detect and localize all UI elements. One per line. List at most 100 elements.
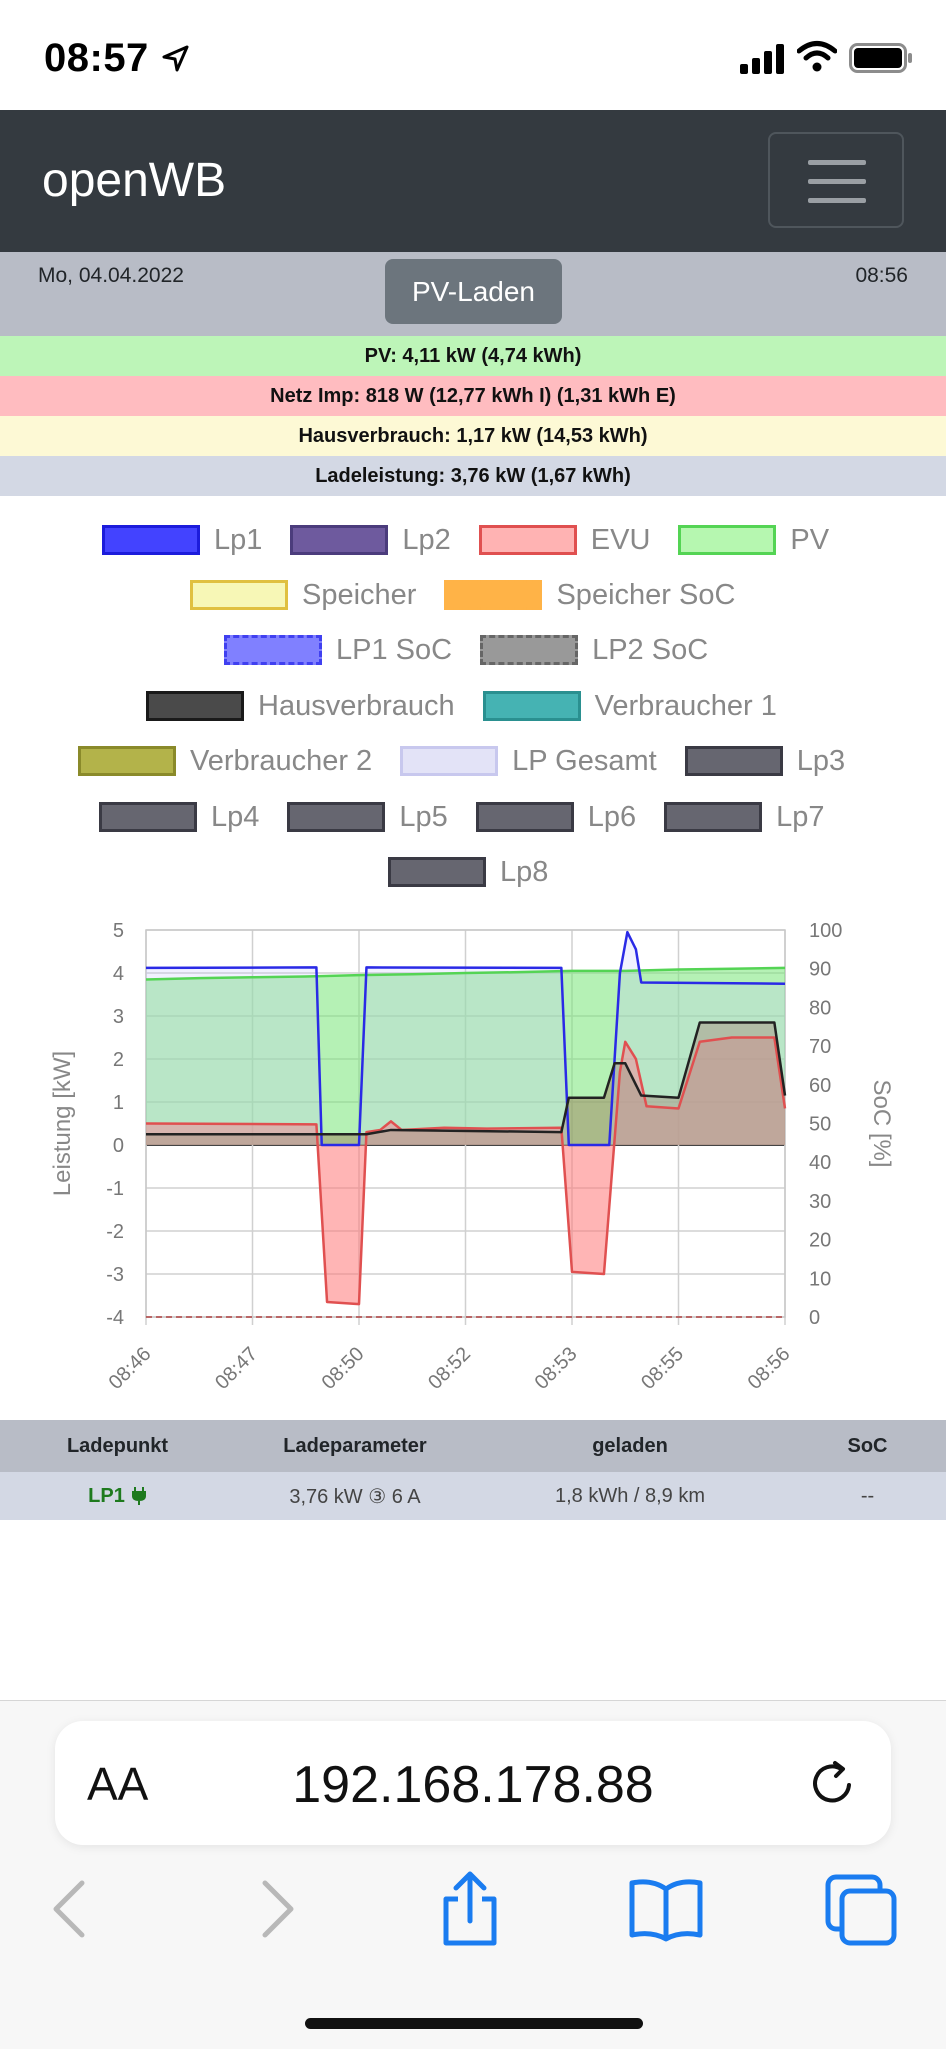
legend-label: LP Gesamt	[512, 744, 657, 777]
reload-icon[interactable]	[805, 1755, 861, 1811]
y2-tick-label: 40	[809, 1152, 831, 1174]
legend-label: EVU	[590, 523, 651, 556]
pv-info-row: PV: 4,11 kW (4,74 kWh)	[0, 336, 946, 376]
legend-swatch	[102, 525, 200, 555]
legend-item[interactable]: Lp8	[388, 855, 548, 889]
header-geladen: geladen	[592, 1434, 668, 1457]
y2-tick-label: 50	[809, 1114, 831, 1136]
legend-swatch	[190, 580, 288, 610]
legend-swatch	[78, 746, 176, 776]
y-tick-label: -4	[106, 1307, 124, 1329]
text-size-button[interactable]: AA	[87, 1757, 148, 1811]
geladen-cell: 1,8 kWh / 8,9 km	[554, 1484, 706, 1507]
y-tick-label: 4	[113, 963, 124, 985]
cellular-signal-icon	[740, 44, 784, 74]
share-icon[interactable]	[430, 1869, 510, 1949]
legend-item[interactable]: LP Gesamt	[400, 744, 657, 778]
status-bar: 08:57	[0, 0, 946, 110]
legend-swatch	[224, 635, 322, 665]
hamburger-icon	[808, 160, 866, 165]
forward-icon[interactable]	[235, 1869, 315, 1949]
status-time: 08:57	[44, 36, 149, 80]
legend-swatch	[678, 525, 777, 555]
y2-tick-label: 30	[809, 1191, 831, 1213]
navbar: openWB	[0, 110, 946, 252]
legend-swatch	[287, 802, 386, 832]
legend-item[interactable]: Verbraucher 2	[78, 744, 372, 778]
legend-item[interactable]: Lp5	[287, 800, 448, 834]
series-line	[145, 966, 786, 981]
address-bar[interactable]: AA 192.168.178.88	[55, 1721, 891, 1845]
series-line	[145, 930, 786, 1147]
series-area	[146, 1022, 785, 1145]
tabs-icon[interactable]	[822, 1869, 902, 1949]
legend-label: Lp2	[402, 523, 451, 556]
brand-logo[interactable]: openWB	[42, 154, 227, 207]
y-axis-title: Leistung [kW]	[49, 1051, 76, 1196]
y-tick-label: 5	[113, 920, 124, 942]
legend-label: Lp7	[776, 800, 825, 833]
legend-item[interactable]: PV	[678, 523, 829, 557]
legend-item[interactable]: LP2 SoC	[480, 633, 708, 667]
legend-item[interactable]: LP1 SoC	[224, 633, 452, 667]
legend-item[interactable]: Speicher SoC	[444, 578, 735, 612]
url-text[interactable]: 192.168.178.88	[292, 1756, 654, 1814]
legend-item[interactable]: Lp7	[664, 800, 825, 834]
wifi-icon	[797, 41, 837, 72]
header-soc: SoC	[847, 1434, 888, 1457]
series-area	[146, 932, 785, 1145]
y2-tick-label: 0	[809, 1307, 820, 1329]
charge-mode-button[interactable]: PV-Laden	[385, 259, 562, 324]
legend-swatch	[444, 580, 543, 610]
legend-swatch	[99, 802, 197, 832]
current-time: 08:56	[855, 264, 908, 287]
y-tick-label: 3	[113, 1006, 124, 1028]
legend-item[interactable]: Hausverbrauch	[146, 689, 455, 723]
back-icon[interactable]	[32, 1869, 112, 1949]
legend-swatch	[664, 802, 763, 832]
current-date: Mo, 04.04.2022	[38, 264, 184, 287]
legend-swatch	[475, 802, 574, 832]
legend-swatch	[684, 746, 783, 776]
hamburger-icon	[808, 179, 866, 184]
legend-item[interactable]: Speicher	[190, 578, 416, 612]
legend-item[interactable]: Lp1	[102, 523, 262, 557]
legend-swatch	[478, 525, 577, 555]
date-row: Mo, 04.04.2022 PV-Laden 08:56	[0, 252, 946, 336]
legend-label: Lp8	[500, 855, 549, 888]
browser-toolbar: AA 192.168.178.88	[0, 1700, 946, 2049]
ladepunkt-cell[interactable]: LP1	[30, 1472, 205, 1520]
x-tick-label: 08:52	[424, 1343, 475, 1394]
legend-label: Lp5	[399, 800, 448, 833]
menu-toggle-button[interactable]	[768, 132, 904, 228]
house-consumption-row: Hausverbrauch: 1,17 kW (14,53 kWh)	[0, 416, 946, 456]
power-chart: 543210-1-2-3-4100908070605040302010008:4…	[49, 920, 895, 1394]
soc-cell: --	[860, 1484, 875, 1507]
legend-item[interactable]: Lp2	[290, 523, 451, 557]
x-tick-label: 08:56	[744, 1343, 795, 1394]
y-tick-label: 0	[113, 1135, 124, 1157]
legend-label: Lp4	[211, 800, 260, 833]
bookmarks-icon[interactable]	[626, 1869, 706, 1949]
y2-tick-label: 100	[809, 920, 842, 942]
location-arrow-icon	[162, 45, 189, 72]
legend-label: LP2 SoC	[592, 633, 709, 666]
legend-item[interactable]: Verbraucher 1	[482, 689, 777, 723]
legend-swatch	[388, 857, 486, 887]
legend-item[interactable]: Lp6	[475, 800, 636, 834]
legend-swatch	[480, 635, 579, 665]
x-tick-label: 08:46	[105, 1343, 156, 1394]
ladeparameter-cell: 3,76 kW ③ 6 A	[289, 1485, 421, 1508]
legend-label: PV	[790, 523, 830, 556]
legend-label: Lp1	[214, 523, 263, 556]
legend-label: Hausverbrauch	[258, 689, 455, 722]
legend-item[interactable]: Lp3	[684, 744, 845, 778]
y-tick-label: 2	[113, 1049, 124, 1071]
y2-tick-label: 10	[809, 1268, 831, 1290]
y-tick-label: 1	[113, 1092, 124, 1114]
series-line	[146, 1021, 787, 1136]
home-indicator	[305, 2018, 643, 2029]
legend-item[interactable]: Lp4	[99, 800, 259, 834]
legend-item[interactable]: EVU	[478, 523, 651, 557]
table-row[interactable]: LP1 3,76 kW ③ 6 A 1,8 kWh / 8,9 km --	[0, 1472, 946, 1520]
